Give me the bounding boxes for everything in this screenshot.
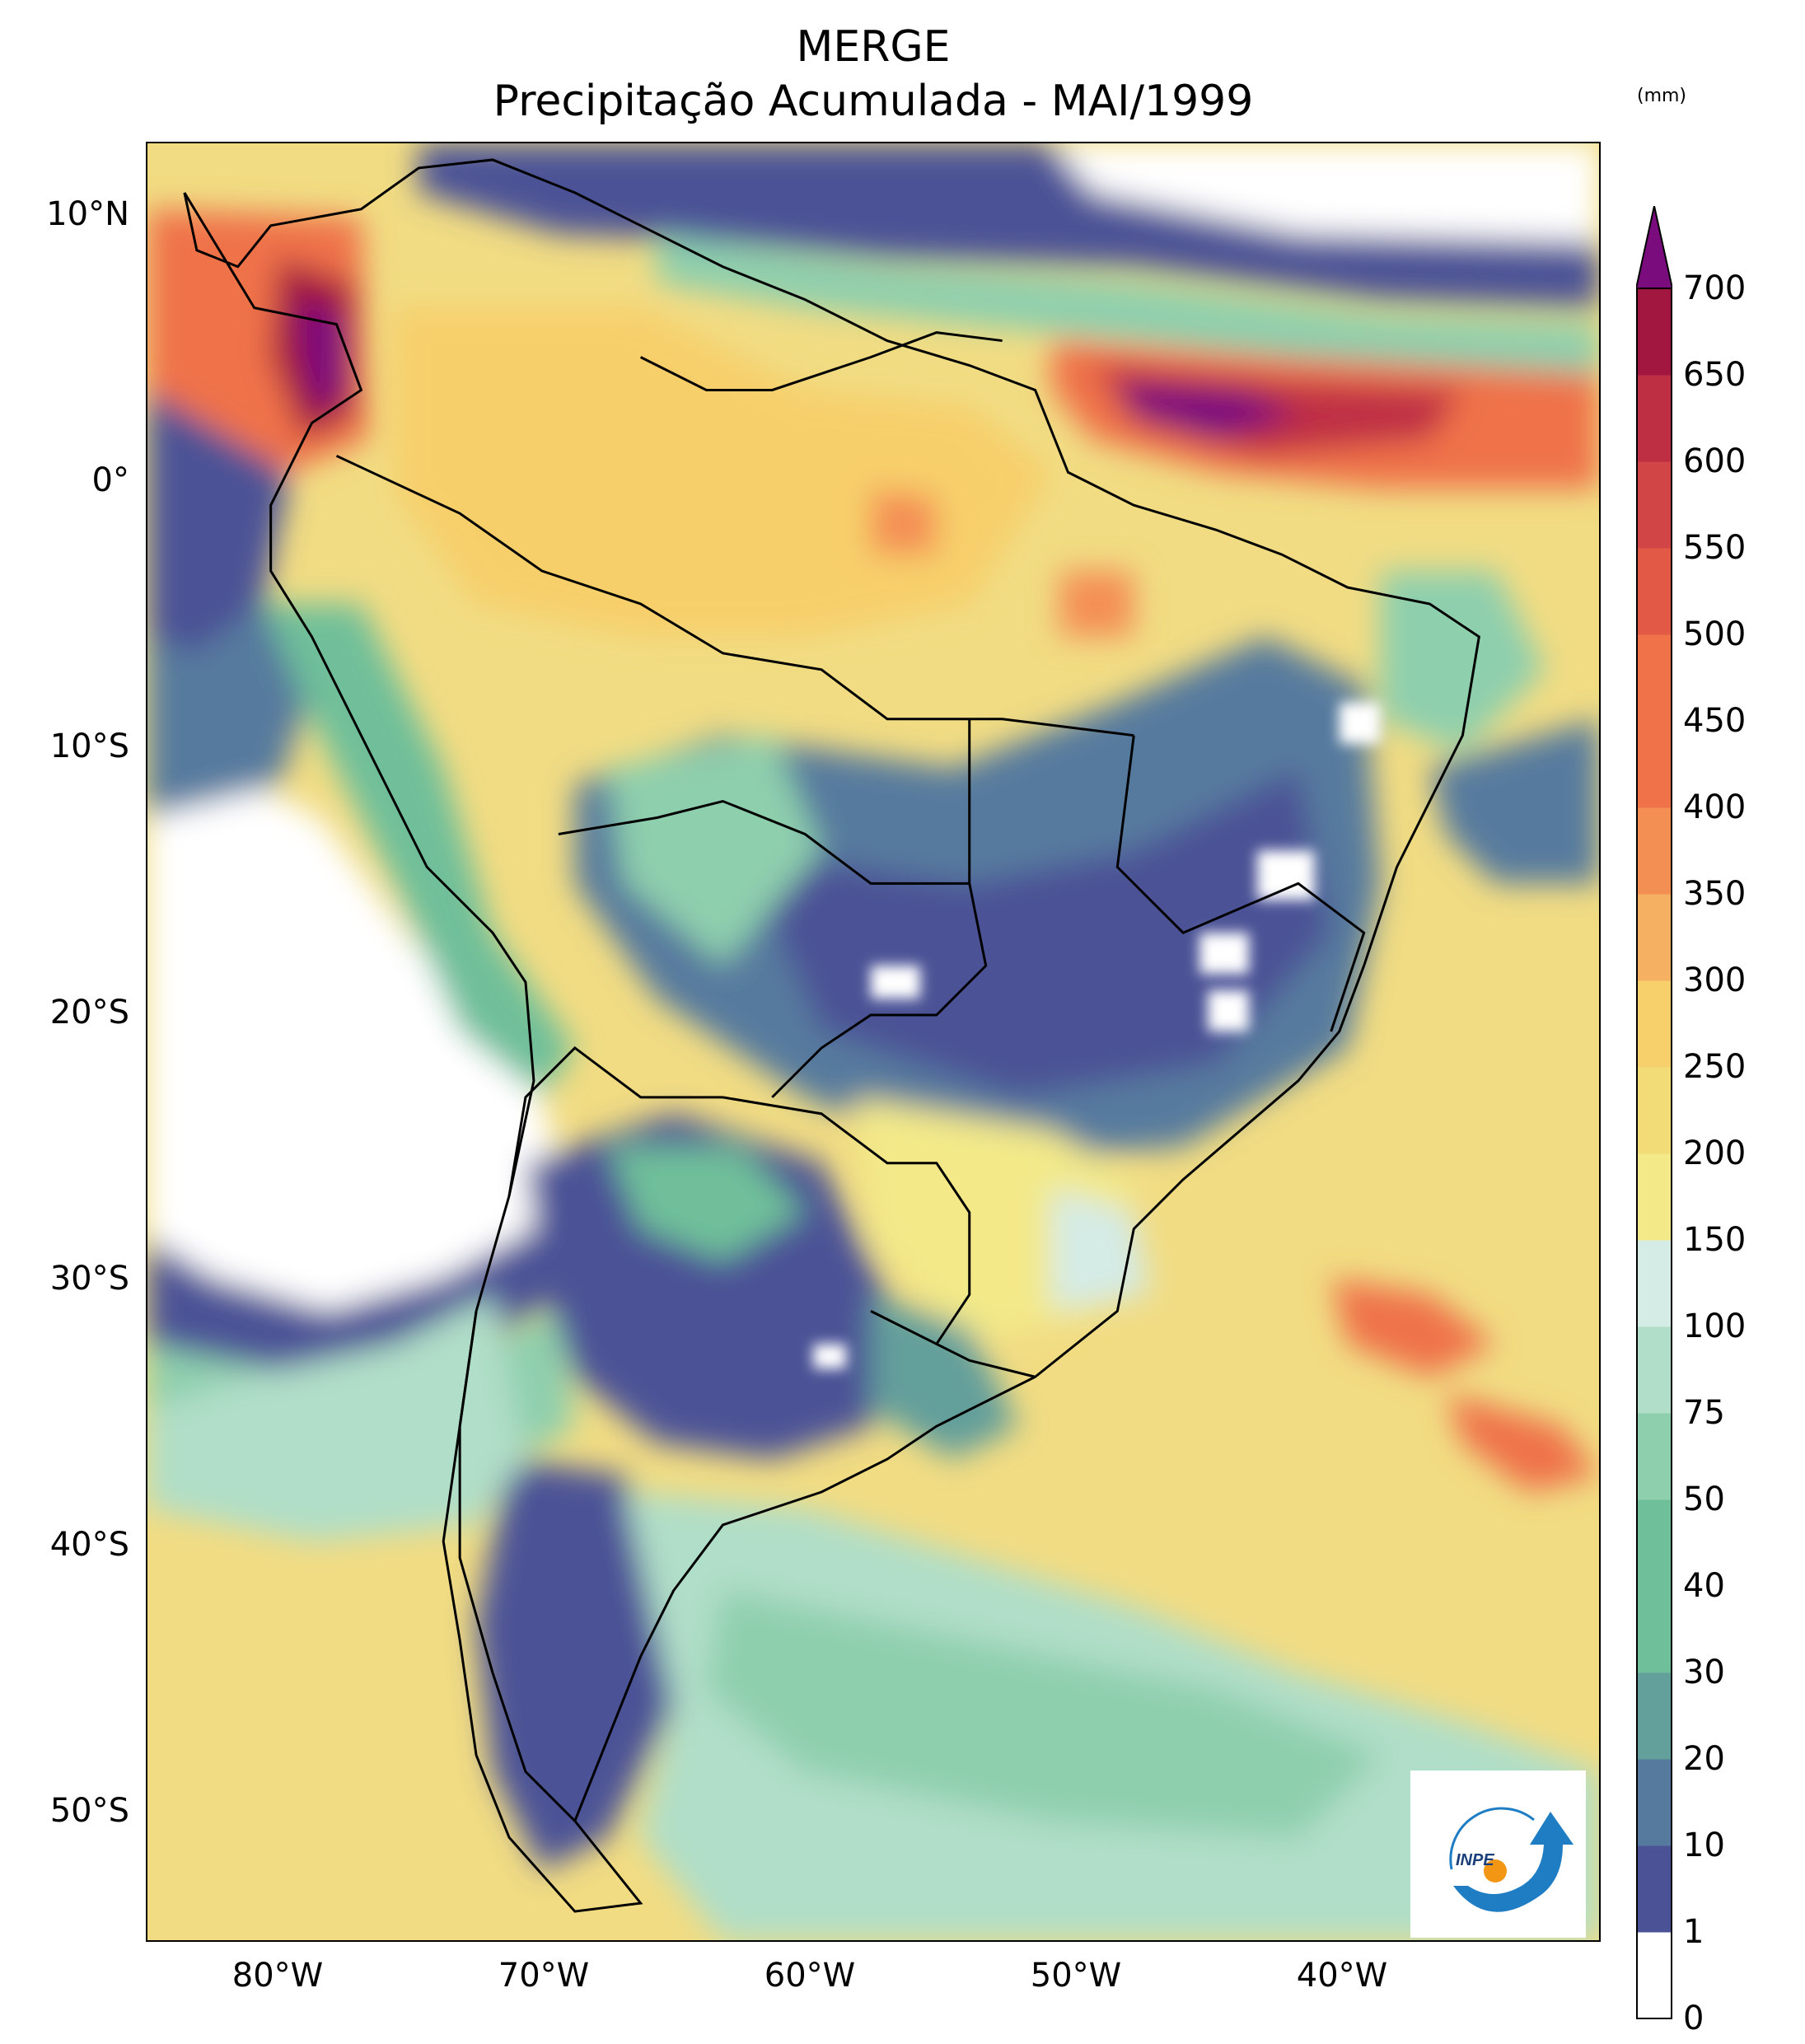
lon-label-40w: 40°W <box>1296 1957 1388 1995</box>
colorbar-bin-500 <box>1637 548 1672 635</box>
lon-label-80w: 80°W <box>231 1957 324 1995</box>
colorbar-bin-75 <box>1637 1326 1672 1414</box>
colorbar-tick-label-450: 450 <box>1683 702 1747 740</box>
lat-label-30s: 30°S <box>49 1260 129 1298</box>
colorbar-bin-50 <box>1637 1413 1672 1500</box>
logo-orbit-line <box>1449 1807 1535 1870</box>
colorbar-tick-label-1: 1 <box>1683 1913 1704 1951</box>
colorbar <box>1636 206 1672 2019</box>
colorbar-bin-20 <box>1637 1672 1672 1760</box>
border-uruguay <box>870 1310 1036 1378</box>
map-title: MERGE <box>796 22 951 72</box>
colorbar-tick-label-250: 250 <box>1683 1048 1747 1086</box>
precipitation-map <box>146 142 1601 1942</box>
precip-contours <box>147 143 1599 1940</box>
map-subtitle: Precipitação Acumulada - MAI/1999 <box>493 77 1254 126</box>
border-chile-argentina <box>458 1311 576 1822</box>
colorbar-bin-400 <box>1637 721 1672 808</box>
colorbar-bin-40 <box>1637 1499 1672 1587</box>
colorbar-border <box>1636 288 1672 2019</box>
lat-label-0: 0° <box>91 461 129 499</box>
lat-label-50s: 50°S <box>49 1792 129 1830</box>
colorbar-bin-650 <box>1637 288 1672 376</box>
colorbar-bin-100 <box>1637 1240 1672 1327</box>
colorbar-bin-150 <box>1637 1153 1672 1241</box>
colorbar-tick-label-50: 50 <box>1683 1480 1725 1518</box>
colorbar-tick-label-300: 300 <box>1683 961 1747 999</box>
colorbar-tick-label-500: 500 <box>1683 615 1747 653</box>
colorbar-bin-350 <box>1637 807 1672 895</box>
colorbar-tick-label-20: 20 <box>1683 1740 1725 1778</box>
colorbar-tick-label-550: 550 <box>1683 529 1747 567</box>
colorbar-tick-label-100: 100 <box>1683 1307 1747 1345</box>
border-venezuela-guyana <box>639 331 1003 391</box>
colorbar-tick-label-200: 200 <box>1683 1134 1747 1172</box>
colorbar-bin-200 <box>1637 1067 1672 1154</box>
precipitation-field <box>147 143 1599 1940</box>
colorbar-tick-label-10: 10 <box>1683 1827 1725 1864</box>
colorbar-tick-label-400: 400 <box>1683 788 1747 826</box>
logo-arrow-icon <box>1453 1812 1574 1912</box>
colorbar-bin-10 <box>1637 1759 1672 1846</box>
dry-pacific-zone <box>147 784 559 1312</box>
colorbar-tick-label-30: 30 <box>1683 1653 1725 1691</box>
colorbar-bin-300 <box>1637 894 1672 981</box>
colorbar-unit: (mm) <box>1636 86 1687 106</box>
colorbar-bin-30 <box>1637 1586 1672 1673</box>
logo-sun-icon <box>1484 1859 1507 1883</box>
colorbar-extend-arrow <box>1636 206 1672 288</box>
colorbar-bin-250 <box>1637 980 1672 1068</box>
lat-label-10n: 10°N <box>46 195 129 233</box>
continent-outline <box>183 158 1480 1913</box>
border-bolivia <box>558 799 970 885</box>
border-north <box>335 454 1134 737</box>
lon-label-70w: 70°W <box>498 1957 590 1995</box>
country-borders <box>183 158 1480 1913</box>
colorbar-bin-600 <box>1637 375 1672 462</box>
colorbar-tick-label-700: 700 <box>1683 269 1747 307</box>
colorbar-bin-0 <box>1637 1932 1672 2019</box>
lon-label-60w: 60°W <box>764 1957 856 1995</box>
colorbar-bin-450 <box>1637 634 1672 722</box>
lat-label-10s: 10°S <box>49 727 129 765</box>
border-argentina-north <box>507 1046 723 1196</box>
lon-label-50w: 50°W <box>1030 1957 1122 1995</box>
colorbar-tick-label-40: 40 <box>1683 1567 1725 1605</box>
colorbar-tick-label-600: 600 <box>1683 442 1747 480</box>
lat-label-40s: 40°S <box>49 1526 129 1564</box>
colorbar-tick-label-0: 0 <box>1683 2000 1704 2037</box>
border-states <box>1115 735 1366 1032</box>
colorbar-tick-label-650: 650 <box>1683 356 1747 394</box>
lat-label-20s: 20°S <box>49 994 129 1031</box>
colorbar-bin-550 <box>1637 461 1672 549</box>
colorbar-tick-label-150: 150 <box>1683 1221 1747 1259</box>
colorbar-tick-label-75: 75 <box>1683 1394 1725 1432</box>
border-brazil-west <box>771 718 988 1098</box>
precip-speckles <box>813 702 1381 1369</box>
logo-text: INPE <box>1456 1851 1494 1869</box>
border-paraguay <box>722 1096 971 1345</box>
inpe-logo: INPE <box>1410 1770 1586 1938</box>
colorbar-tick-label-350: 350 <box>1683 875 1747 913</box>
colorbar-bins <box>1637 288 1672 2019</box>
colorbar-bin-1 <box>1637 1845 1672 1933</box>
